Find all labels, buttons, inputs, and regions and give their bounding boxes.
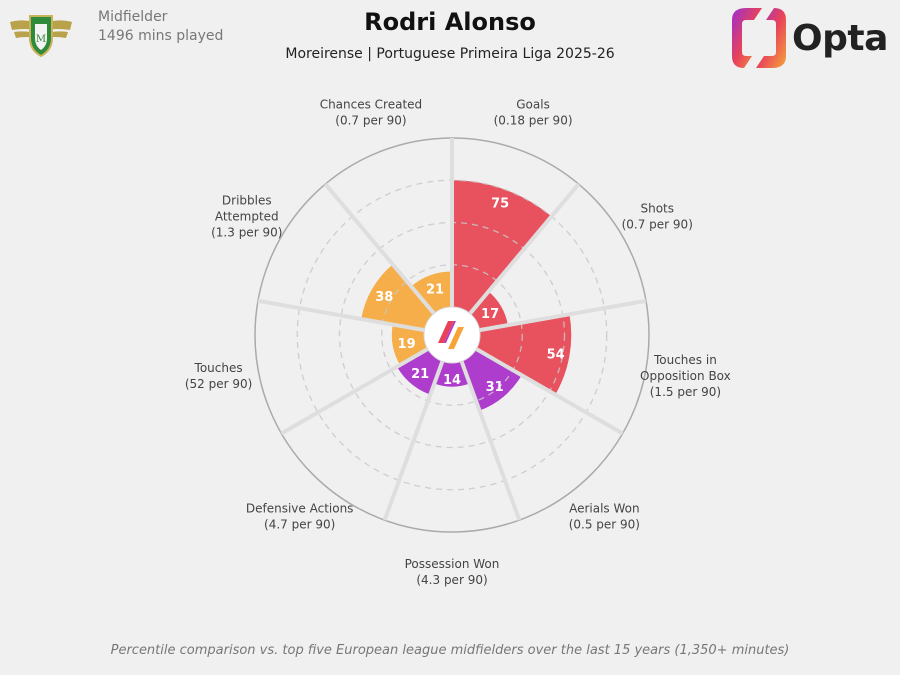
value-label: 75 [491,197,509,212]
axis-label: Touches (52 per 90) [185,361,252,391]
bar-possession-won [434,361,470,387]
axis-label: Goals (0.18 per 90) [494,97,573,127]
value-label: 38 [375,290,393,305]
value-label: 31 [486,380,504,395]
minutes-played: 1496 mins played [98,28,224,44]
value-label: 14 [443,373,461,388]
value-label: 21 [426,282,444,297]
axis-label: Defensive Actions (4.7 per 90) [246,502,354,532]
opta-mark-icon [732,8,786,68]
center-hub [423,306,481,364]
value-label: 17 [481,307,499,322]
footer-note: Percentile comparison vs. top five Europ… [110,643,790,658]
value-label: 19 [398,337,416,352]
bar-touches-in-opposition-box [476,314,572,395]
sector-separator [323,182,436,315]
player-position: Midfielder [98,9,168,25]
bar-goals [452,180,552,314]
bar-aerials-won [461,349,522,411]
sector-separator [459,360,522,521]
opta-wordmark: Opta [792,17,888,59]
axis-label: Aerials Won (0.5 per 90) [569,502,640,532]
axis-label: Dribbles Attempted (1.3 per 90) [211,194,282,240]
sector-separator [475,347,624,436]
value-label: 21 [411,367,429,382]
axis-label: Possession Won (4.3 per 90) [405,557,500,587]
axis-label: Touches in Opposition Box (1.5 per 90) [640,353,731,399]
bar-shots [469,291,508,331]
bar-dribbles-attempted [361,264,435,331]
axis-label: Chances Created (0.7 per 90) [320,97,422,127]
player-meta: Midfielder 1496 mins played [98,8,223,46]
axis-label: Shots (0.7 per 90) [622,202,693,232]
bar-chances-created [411,271,452,314]
hub-logo-icon [438,321,464,349]
svg-text:M: M [36,34,46,45]
opta-logo: Opta [732,6,888,70]
team-league: Moreirense | Portuguese Primeira Liga 20… [285,46,615,62]
sector-separator [257,298,425,333]
player-name: Rodri Alonso [364,8,536,36]
header-left: M Midfielder 1496 mins played [8,8,223,60]
sector-separator [280,347,429,436]
value-label: 54 [547,347,565,362]
sector-separator [479,298,647,333]
sector-separator [468,182,581,315]
club-crest-icon: M [10,15,72,58]
bar-touches [391,324,428,366]
sector-separator [382,360,445,521]
